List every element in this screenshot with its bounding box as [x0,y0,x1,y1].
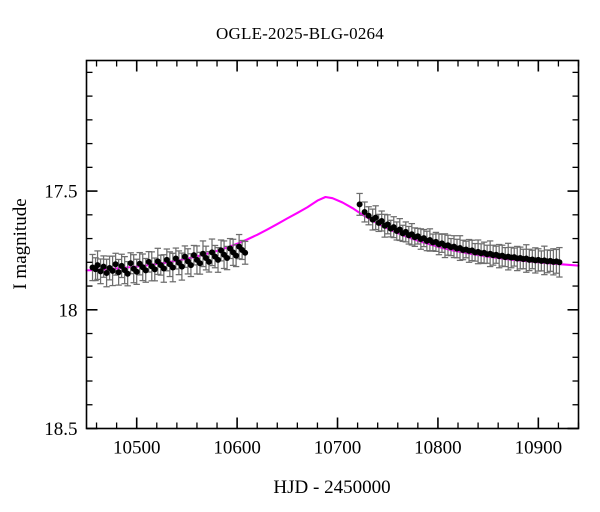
data-point [233,252,240,259]
x-tick-label: 10500 [113,438,161,459]
data-point [97,268,104,275]
data-point [361,208,368,215]
data-point [199,250,206,257]
y-tick-label: 17.5 [44,182,77,203]
page-title: OGLE-2025-BLG-0264 [216,24,384,43]
data-point [378,217,385,224]
data-point [163,256,170,263]
y-axis-ticks [86,71,579,430]
data-point [178,263,185,270]
data-point [224,255,231,262]
data-point [160,265,167,272]
data-point [100,263,107,270]
x-axis-label: HJD - 2450000 [273,477,390,498]
y-axis-label: I magnitude [10,198,31,289]
y-axis-tick-labels: 17.5 18 18.5 [44,182,77,440]
x-axis-ticks [95,60,580,429]
data-point [124,270,131,277]
data-point [118,262,125,269]
errorbar-layer [89,192,563,288]
data-point [115,269,122,276]
y-tick-label: 18 [59,300,78,321]
x-axis-tick-labels: 10500 10600 10700 10800 10900 [113,438,562,459]
x-tick-label: 10600 [213,438,261,459]
data-point [112,261,119,268]
data-point [145,258,152,265]
data-point [109,267,116,274]
data-point [187,262,194,269]
data-point [133,268,140,275]
data-point [384,221,391,228]
data-point [205,258,212,265]
data-point [151,266,158,273]
data-point [209,249,216,256]
data-point [218,247,225,254]
data-point [127,260,134,267]
data-point [215,256,222,263]
data-point [172,255,179,262]
data-point [142,267,149,274]
data-point [190,252,197,259]
data-point [169,264,176,271]
data-point [181,253,188,260]
x-tick-label: 10800 [414,438,462,459]
data-point [196,260,203,267]
x-tick-label: 10900 [515,438,563,459]
data-point [372,214,379,221]
data-point [556,259,563,266]
y-tick-label: 18.5 [44,419,77,440]
data-point [103,269,110,276]
plot-frame [85,59,580,430]
data-points-layer [89,201,563,277]
data-point [356,201,363,208]
data-point [94,262,101,269]
x-tick-label: 10700 [314,438,362,459]
data-point [242,249,249,256]
data-point [365,212,372,219]
